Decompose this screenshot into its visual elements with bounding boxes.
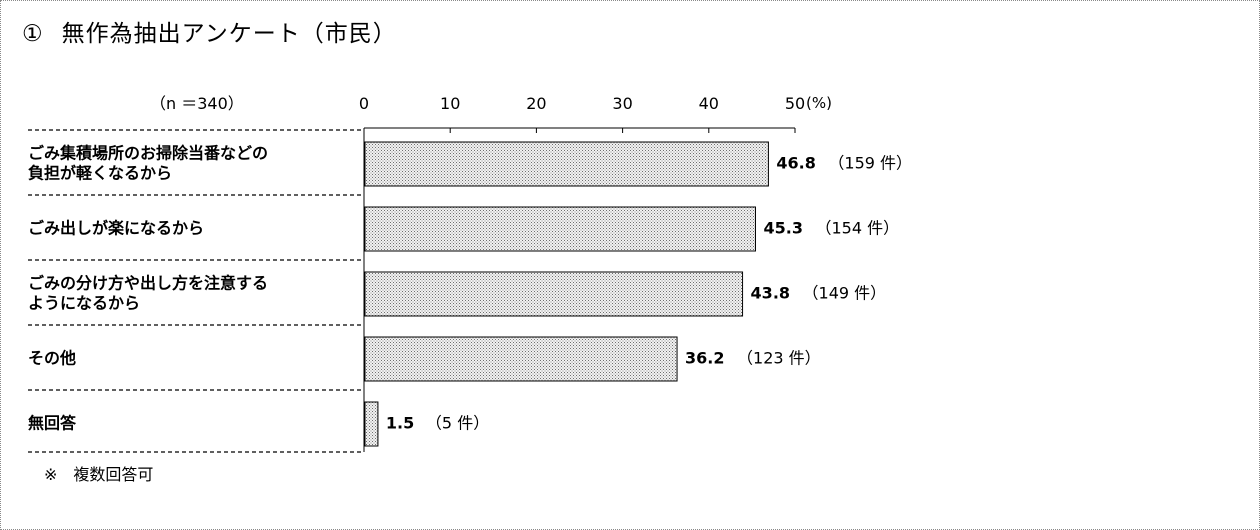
bar: [364, 401, 379, 447]
count-label: （5 件）: [426, 414, 489, 433]
value-label: 46.8: [776, 154, 815, 173]
category-label-line: 無回答: [28, 414, 77, 433]
count-label: （149 件）: [803, 284, 887, 303]
value-label: 45.3: [763, 219, 802, 238]
x-unit-label: (%): [806, 94, 832, 112]
bar: [364, 141, 769, 187]
value-label: 36.2: [685, 349, 724, 368]
category-label: 無回答: [28, 414, 77, 433]
x-tick-label: 30: [612, 94, 632, 113]
category-label: その他: [28, 349, 76, 368]
x-tick-label: 0: [359, 94, 369, 113]
footnote-symbol: ※: [44, 465, 58, 484]
count-label: （159 件）: [828, 154, 912, 173]
count-label: （154 件）: [815, 219, 899, 238]
category-label-line: その他: [28, 349, 76, 368]
x-tick-label: 50: [785, 94, 805, 113]
bar: [364, 206, 756, 252]
chart-title: ① 無作為抽出アンケート（市民）: [22, 14, 397, 48]
title-text: 無作為抽出アンケート（市民）: [61, 21, 397, 47]
value-label: 43.8: [751, 284, 790, 303]
x-tick-label: 40: [699, 94, 719, 113]
category-label: ごみの分け方や出し方を注意するようになるから: [28, 274, 268, 313]
footnote: ※ 複数回答可: [44, 461, 153, 485]
category-label-line: ようになるから: [28, 294, 140, 313]
bar: [364, 271, 744, 317]
category-label-line: 負担が軽くなるから: [28, 164, 172, 183]
count-label: （123 件）: [737, 349, 821, 368]
footnote-text: 複数回答可: [73, 465, 154, 484]
bar: [364, 336, 678, 382]
category-label-line: ごみの分け方や出し方を注意する: [28, 274, 268, 293]
x-tick-label: 10: [440, 94, 460, 113]
category-label: ごみ出しが楽になるから: [28, 219, 204, 238]
category-label-line: ごみ出しが楽になるから: [28, 219, 204, 238]
value-label: 1.5: [386, 414, 414, 433]
category-label-line: ごみ集積場所のお掃除当番などの: [28, 144, 268, 163]
sample-size-label: （n ＝340）: [150, 94, 244, 113]
category-label: ごみ集積場所のお掃除当番などの負担が軽くなるから: [28, 144, 268, 183]
x-tick-label: 20: [526, 94, 546, 113]
title-marker: ①: [22, 21, 44, 47]
